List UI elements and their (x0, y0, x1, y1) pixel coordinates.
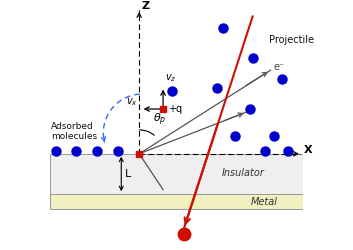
Bar (50, 194, 303, 209)
Text: $v_x$: $v_x$ (126, 96, 138, 108)
Text: Z: Z (142, 1, 150, 11)
Text: L: L (125, 169, 131, 179)
Text: $v_z$: $v_z$ (166, 72, 177, 84)
Text: Adsorbed
molecules: Adsorbed molecules (51, 122, 97, 141)
Text: Metal: Metal (251, 196, 278, 206)
Text: e⁻: e⁻ (274, 62, 285, 72)
Text: +q: +q (168, 104, 182, 114)
Bar (50, 154, 303, 194)
Text: Insulator: Insulator (222, 168, 265, 178)
Text: $\theta_p$: $\theta_p$ (152, 111, 166, 128)
Text: X: X (303, 145, 312, 155)
Text: Projectile: Projectile (269, 35, 314, 45)
